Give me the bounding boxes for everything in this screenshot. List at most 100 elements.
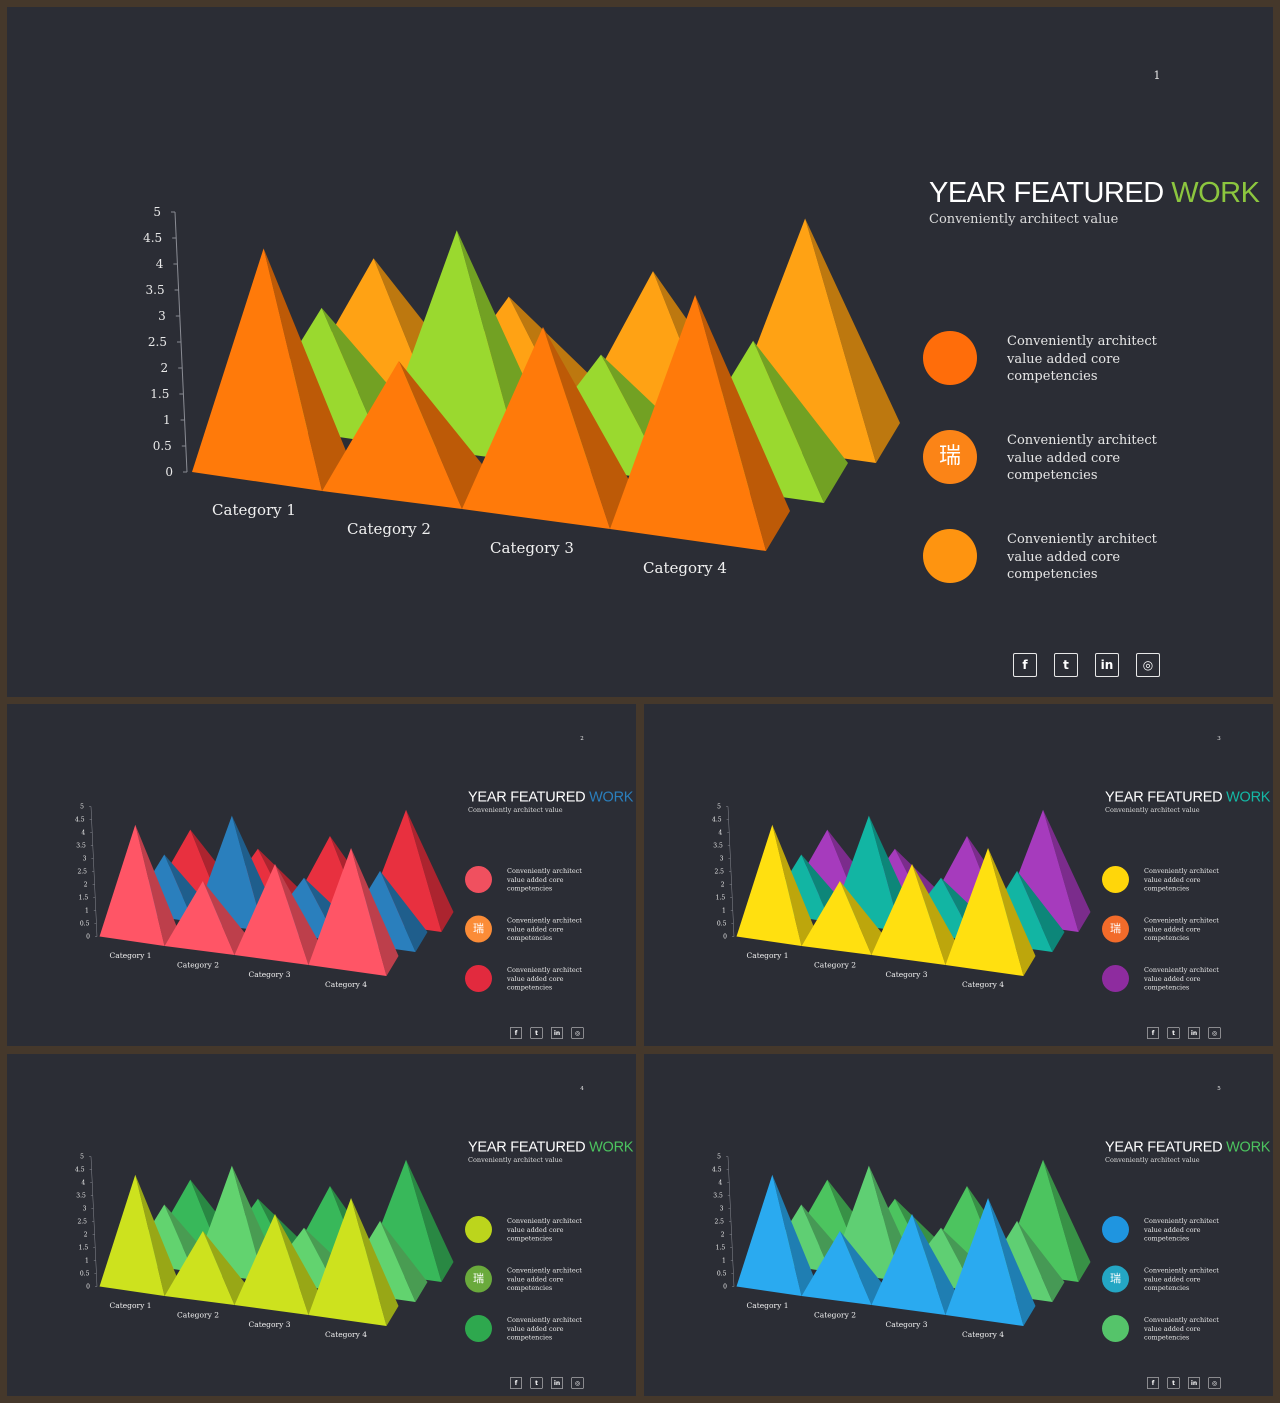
category-label: Category 1 bbox=[747, 951, 789, 960]
legend-item: 瑞 Conveniently architect value added core… bbox=[465, 915, 625, 946]
pyramid-side-face bbox=[380, 870, 428, 952]
pyramid-side-face bbox=[912, 864, 958, 965]
category-label: Category 3 bbox=[886, 1320, 928, 1329]
legend-text: Conveniently architect value added core … bbox=[1144, 1217, 1219, 1243]
pyramid-side-face bbox=[988, 1198, 1036, 1326]
slide-subtitle: Conveniently architect value bbox=[468, 806, 563, 815]
facebook-icon[interactable]: f bbox=[1013, 653, 1037, 677]
legend-circle: 瑞 bbox=[923, 430, 977, 484]
pyramid-1-1 bbox=[736, 1174, 814, 1296]
y-tick-label: 2.5 bbox=[714, 869, 724, 876]
y-tick-label: 4.5 bbox=[75, 1167, 85, 1174]
pyramid-1-3 bbox=[871, 1214, 958, 1315]
pyramid-1-3 bbox=[871, 864, 958, 965]
slide-title: YEAR FEATURED WORK bbox=[468, 1139, 633, 1156]
pyramid-front-face bbox=[164, 881, 235, 955]
y-tick-label: 3.5 bbox=[76, 843, 86, 850]
y-tick-label: 4.5 bbox=[712, 817, 722, 824]
twitter-icon[interactable]: t bbox=[1167, 1027, 1180, 1039]
y-tick-label: 0 bbox=[723, 934, 727, 941]
legend-item: Conveniently architect value added core … bbox=[1102, 866, 1262, 896]
slide-2[interactable]: 2 0 0.5 1 1.5 2 2.5 3 3.5 4 4.5 5 Category 1 Categor… bbox=[7, 704, 636, 1046]
twitter-icon[interactable]: t bbox=[1054, 653, 1078, 677]
legend-text: Conveniently architect value added core … bbox=[507, 1316, 582, 1342]
legend-text: Conveniently architect value added core … bbox=[1007, 532, 1157, 582]
twitter-icon[interactable]: t bbox=[530, 1377, 543, 1389]
y-tick-label: 1.5 bbox=[79, 895, 89, 902]
category-label: Category 4 bbox=[962, 980, 1004, 989]
linkedin-icon[interactable]: in bbox=[1095, 653, 1119, 677]
slide-subtitle: Conveniently architect value bbox=[1105, 1156, 1200, 1165]
pyramid-1-1 bbox=[192, 248, 346, 491]
pyramid-side-face bbox=[839, 881, 884, 955]
instagram-icon[interactable]: ◎ bbox=[1208, 1027, 1221, 1039]
pyramid-1-2 bbox=[801, 1231, 884, 1305]
linkedin-icon[interactable]: in bbox=[1188, 1027, 1200, 1039]
slide-3[interactable]: 3 0 0.5 1 1.5 2 2.5 3 3.5 4 4.5 5 Category 1 Categor… bbox=[644, 704, 1273, 1046]
facebook-icon[interactable]: f bbox=[510, 1377, 522, 1389]
page-number: 1 bbox=[1153, 69, 1161, 82]
pyramid-1-1 bbox=[99, 824, 177, 946]
legend-circle: 瑞 bbox=[465, 1265, 492, 1293]
legend-item: 瑞 Conveniently architect value added core… bbox=[465, 1265, 625, 1296]
pyramid-front-face bbox=[164, 1231, 235, 1305]
facebook-icon[interactable]: f bbox=[510, 1027, 522, 1039]
slide-subtitle: Conveniently architect value bbox=[929, 212, 1119, 227]
slide-1[interactable]: 1 0 0.5 1 1.5 2 2.5 3 3.5 4 4.5 5 Category 1 Categor… bbox=[7, 7, 1273, 697]
instagram-icon[interactable]: ◎ bbox=[1136, 653, 1160, 677]
pyramid-1-2 bbox=[164, 881, 247, 955]
legend-circle bbox=[465, 965, 492, 992]
y-tick-label: 1 bbox=[722, 1258, 726, 1265]
pyramid-side-face bbox=[380, 1220, 428, 1302]
y-tick-label: 2 bbox=[84, 882, 88, 889]
y-tick-label: 2 bbox=[721, 1232, 725, 1239]
pyramid-side-face bbox=[202, 881, 247, 955]
pyramid-side-face bbox=[275, 864, 321, 965]
slide-5[interactable]: 5 0 0.5 1 1.5 2 2.5 3 3.5 4 4.5 5 Category 1 Categor… bbox=[644, 1054, 1273, 1396]
pyramid-side-face bbox=[406, 1159, 454, 1282]
slide-subtitle: Conveniently architect value bbox=[1105, 806, 1200, 815]
pyramid-1-1 bbox=[99, 1174, 177, 1296]
legend-circle bbox=[923, 529, 977, 583]
facebook-icon[interactable]: f bbox=[1147, 1027, 1159, 1039]
legend-text: Conveniently architect value added core … bbox=[1144, 867, 1219, 893]
y-tick-label: 3 bbox=[720, 856, 724, 863]
y-tick-label: 0 bbox=[165, 465, 173, 479]
legend-text: Conveniently architect value added core … bbox=[507, 966, 582, 992]
pyramid-front-face bbox=[308, 1198, 387, 1326]
legend-item: Conveniently architect value added core … bbox=[465, 866, 625, 896]
pyramid-1-4 bbox=[945, 848, 1036, 976]
pyramid-1-4 bbox=[308, 848, 399, 976]
pyramid-side-face bbox=[695, 295, 790, 551]
legend-text: Conveniently architect value added core … bbox=[507, 1217, 582, 1243]
slide-4[interactable]: 4 0 0.5 1 1.5 2 2.5 3 3.5 4 4.5 5 Category 1 Categor… bbox=[7, 1054, 636, 1396]
instagram-icon[interactable]: ◎ bbox=[571, 1377, 584, 1389]
pyramid-1-3 bbox=[234, 864, 321, 965]
linkedin-icon[interactable]: in bbox=[1188, 1377, 1200, 1389]
twitter-icon[interactable]: t bbox=[1167, 1377, 1180, 1389]
pyramid-front-face bbox=[322, 361, 462, 509]
title-main: YEAR FEATURED bbox=[468, 1139, 590, 1155]
facebook-icon[interactable]: f bbox=[1147, 1377, 1159, 1389]
instagram-icon[interactable]: ◎ bbox=[571, 1027, 584, 1039]
pyramid-side-face bbox=[1017, 870, 1065, 952]
y-tick-label: 0.5 bbox=[80, 921, 90, 928]
pyramid-front-face bbox=[801, 881, 872, 955]
legend-circle bbox=[1102, 866, 1129, 893]
y-tick-label: 2.5 bbox=[714, 1219, 724, 1226]
legend-text: Conveniently architect value added core … bbox=[1144, 917, 1219, 942]
instagram-icon[interactable]: ◎ bbox=[1208, 1377, 1221, 1389]
category-label: Category 3 bbox=[249, 970, 291, 979]
category-label: Category 2 bbox=[347, 520, 431, 538]
legend-text: Conveniently architect value added core … bbox=[507, 1267, 582, 1292]
category-label: Category 3 bbox=[249, 1320, 291, 1329]
pyramid-front-face bbox=[234, 864, 309, 965]
title-accent: WORK bbox=[1226, 1139, 1271, 1155]
twitter-icon[interactable]: t bbox=[530, 1027, 543, 1039]
linkedin-icon[interactable]: in bbox=[551, 1377, 563, 1389]
pyramid-front-face bbox=[945, 848, 1024, 976]
pyramid-chart: 0 0.5 1 1.5 2 2.5 3 3.5 4 4.5 5 Category 1 Category … bbox=[75, 1154, 454, 1339]
linkedin-icon[interactable]: in bbox=[551, 1027, 563, 1039]
y-tick-label: 0 bbox=[86, 1284, 90, 1291]
title-main: YEAR FEATURED bbox=[1105, 1139, 1227, 1155]
